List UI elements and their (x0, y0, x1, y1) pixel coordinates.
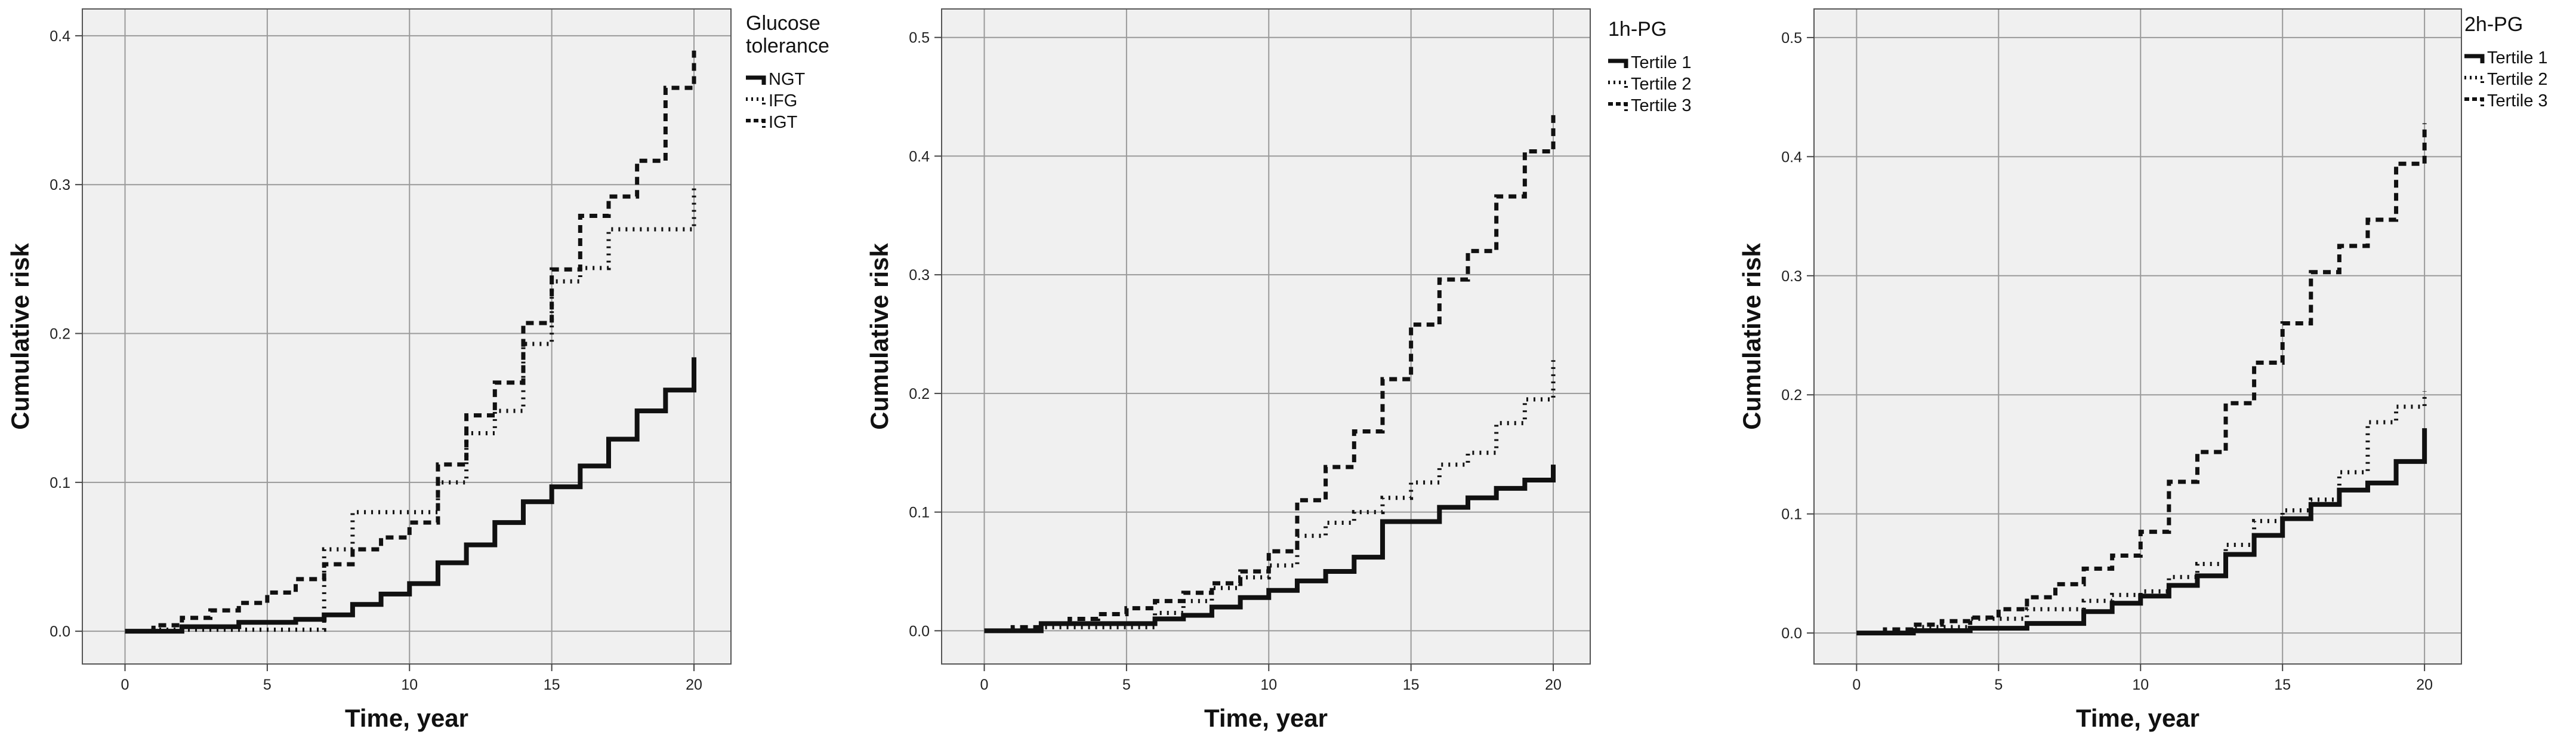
series-line-tertile-2 (1856, 391, 2427, 635)
y-tick-label: 0.3 (1781, 268, 1802, 285)
legend-label: Tertile 2 (2487, 70, 2548, 89)
legend-title: 2h-PG (2464, 13, 2523, 36)
legend-label: Tertile 1 (1631, 53, 1692, 72)
series-line-ngt (125, 357, 697, 634)
y-tick-label: 0.4 (50, 28, 70, 45)
legend-label: Tertile 1 (2487, 48, 2548, 67)
y-axis-title: Cumulative risk (6, 242, 34, 429)
legend-swatch (2464, 76, 2484, 85)
y-tick-label: 0.0 (909, 623, 930, 640)
x-axis-title: Time, year (2076, 704, 2199, 732)
x-tick-label: 0 (1852, 677, 1861, 693)
series-line-tertile-3 (1856, 123, 2427, 635)
y-tick-label: 0.0 (50, 623, 70, 640)
legend-label: IGT (769, 113, 798, 132)
chart-1h-pg: 0 5 10 15 20 0.0 0.1 0.2 0.3 0.4 0.5 Time, year Cumu… (865, 8, 1692, 732)
plot-area (1814, 9, 2461, 664)
plot-frame (1813, 8, 2462, 665)
y-tick-label: 0.4 (1781, 149, 1802, 165)
legend-label: Tertile 2 (1631, 75, 1692, 94)
x-tick-label: 5 (1994, 677, 2003, 693)
y-tick-label: 0.4 (909, 148, 930, 165)
x-axis-title: Time, year (345, 704, 468, 732)
y-tick-label: 0.1 (909, 505, 930, 521)
y-tick-label: 0.1 (50, 475, 70, 491)
x-tick-label: 0 (980, 677, 989, 693)
plot-frame (941, 8, 1591, 665)
x-tick-label: 20 (686, 677, 702, 693)
chart-glucose-tolerance: 0 5 10 15 20 0.0 0.1 0.2 0.3 0.4 Time, year Cumulat… (6, 8, 829, 732)
legend-swatch (2464, 54, 2485, 63)
plot-area (942, 9, 1590, 664)
legend-label: NGT (769, 70, 806, 89)
legend-swatch (1608, 81, 1628, 90)
x-tick-label: 10 (401, 677, 418, 693)
y-tick-label: 0.0 (1781, 625, 1802, 642)
x-tick-label: 10 (1260, 677, 1277, 693)
legend-title: 1h-PG (1608, 18, 1667, 41)
y-axis-title: Cumulative risk (865, 242, 893, 429)
x-tick-label: 0 (121, 677, 129, 693)
series-line-tertile-1 (984, 465, 1556, 634)
y-axis-title: Cumulative risk (1738, 242, 1766, 429)
legend-label: Tertile 3 (1631, 96, 1692, 115)
y-tick-label: 0.2 (1781, 387, 1802, 404)
x-tick-label: 5 (263, 677, 272, 693)
legend-swatch (746, 75, 766, 85)
x-tick-label: 20 (2416, 677, 2433, 693)
x-tick-label: 15 (2274, 677, 2291, 693)
legend-swatch (2464, 97, 2484, 106)
series-line-tertile-1 (1856, 428, 2427, 636)
x-axis-title: Time, year (1204, 704, 1328, 732)
plot-area (82, 9, 731, 664)
y-tick-label: 0.5 (909, 30, 930, 47)
legend-title: tolerance (746, 35, 829, 57)
legend-swatch (746, 97, 766, 106)
y-tick-label: 0.5 (1781, 30, 1802, 47)
x-tick-label: 10 (2132, 677, 2149, 693)
series-line-tertile-3 (984, 110, 1556, 633)
y-tick-label: 0.3 (50, 177, 70, 193)
legend-swatch (1608, 59, 1628, 68)
y-tick-label: 0.1 (1781, 506, 1802, 523)
x-tick-label: 15 (1403, 677, 1420, 693)
y-tick-label: 0.2 (909, 386, 930, 402)
x-tick-label: 20 (1545, 677, 1562, 693)
legend-title: Glucose (746, 12, 820, 35)
y-tick-label: 0.3 (909, 267, 930, 284)
x-tick-label: 5 (1122, 677, 1131, 693)
series-line-igt (125, 50, 696, 634)
legend-swatch (1608, 102, 1628, 111)
x-tick-label: 15 (544, 677, 560, 693)
legend-label: Tertile 3 (2487, 91, 2548, 110)
plot-frame (82, 8, 732, 665)
chart-2h-pg: 0 5 10 15 20 0.0 0.1 0.2 0.3 0.4 0.5 Time, year Cumu… (1738, 8, 2548, 732)
legend-swatch (746, 119, 766, 128)
y-tick-label: 0.2 (50, 326, 70, 343)
legend-label: IFG (769, 91, 797, 110)
